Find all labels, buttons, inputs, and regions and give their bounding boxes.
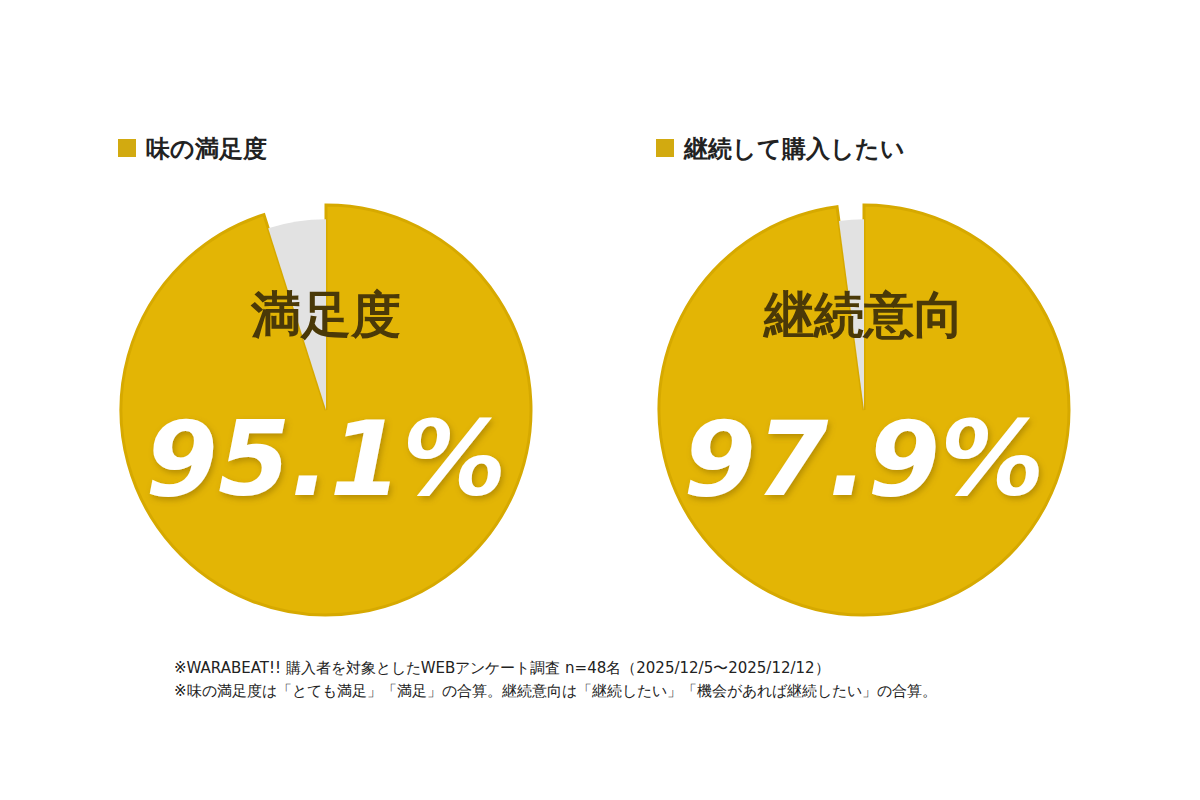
center-label: 継続意向 — [762, 286, 964, 344]
title-marker — [118, 139, 136, 157]
slice — [659, 205, 1069, 615]
center-label: 満足度 — [250, 286, 401, 344]
pie-chart: 味の満足度満足度 95.1% — [118, 135, 531, 615]
canvas: 味の満足度満足度 95.1% 継続して購入したい継続意向 97.9% ※WARABEAT… — [0, 0, 1200, 800]
pie-chart: 継続して購入したい継続意向 97.9% — [656, 135, 1069, 615]
data-label: 97.9% — [684, 398, 1045, 520]
title: 味の満足度 — [146, 135, 267, 163]
data-label: 95.1% — [146, 398, 507, 520]
slices — [121, 205, 531, 615]
title: 継続して購入したい — [683, 135, 905, 163]
footnote: ※WARABEAT!! 購入者を対象としたWEBアンケート調査 n=48名（20… — [174, 659, 830, 677]
footnote: ※味の満足度は「とても満足」「満足」の合算。継続意向は「継続したい」「機会があれ… — [174, 682, 937, 700]
slices — [659, 205, 1069, 615]
title-marker — [656, 139, 674, 157]
slice — [121, 205, 531, 615]
